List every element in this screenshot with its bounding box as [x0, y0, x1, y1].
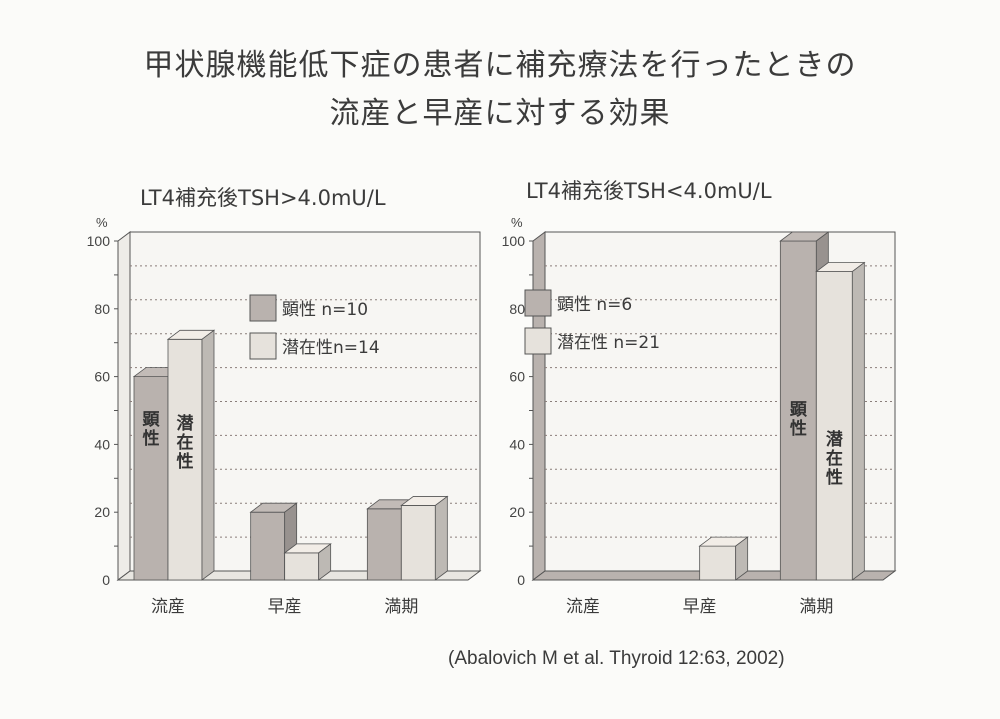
bar-inline-label: 性	[826, 467, 843, 488]
bar-inline-label: 顕	[143, 410, 161, 430]
y-tick-label: 100	[502, 233, 526, 249]
y-tick-label: 40	[94, 436, 110, 452]
legend-label: 顕性 n=6	[557, 295, 632, 315]
bar-inline-label: 在	[826, 448, 843, 469]
x-category-label: 早産	[268, 597, 302, 617]
legend-swatch	[524, 289, 552, 317]
y-tick-label: 60	[509, 369, 525, 385]
bar	[166, 329, 216, 581]
y-tick-label: 0	[517, 572, 525, 588]
bar-inline-label: 潜	[177, 413, 195, 434]
y-tick-label: 80	[94, 301, 110, 317]
slide-title-line1: 甲状腺機能低下症の患者に補充療法を行ったときの	[143, 48, 857, 83]
bar-inline-label: 性	[177, 451, 194, 472]
bar-inline-label: 性	[790, 418, 807, 439]
bar	[698, 536, 749, 581]
bar-inline-label: 性	[143, 428, 160, 449]
x-category-label: 流産	[151, 597, 185, 617]
y-axis-unit: %	[511, 215, 523, 230]
right-chart-title: LT4補充後TSH<4.0mU/L	[526, 179, 772, 203]
left-chart-title: LT4補充後TSH>4.0mU/L	[140, 186, 386, 210]
y-tick-label: 20	[509, 504, 525, 520]
y-tick-label: 80	[509, 301, 525, 317]
legend-label: 顕性 n=10	[282, 300, 368, 320]
legend-swatch	[524, 327, 552, 355]
x-category-label: 満期	[384, 597, 418, 617]
y-axis-unit: %	[96, 215, 108, 230]
bar	[400, 495, 449, 581]
legend-label: 潜在性 n=21	[557, 333, 660, 353]
bar-inline-label: 潜	[826, 429, 844, 450]
citation: (Abalovich M et al. Thyroid 12:63, 2002)	[448, 648, 785, 669]
right-bar-chart: 0 20 40 60 80 100% 流産 早産 満期顕性潜在性顕性 n=6 潜在性 n=21	[455, 205, 925, 625]
y-tick-label: 40	[509, 436, 525, 452]
legend-label: 潜在性n=14	[282, 338, 380, 358]
x-category-label: 流産	[566, 597, 600, 617]
legend-swatch	[249, 332, 277, 360]
x-category-label: 満期	[799, 597, 833, 617]
slide-title-line2: 流産と早産に対する効果	[329, 96, 671, 131]
bar-inline-label: 顕	[790, 400, 808, 420]
legend-swatch	[249, 294, 277, 322]
bar	[815, 261, 866, 581]
y-tick-label: 60	[94, 369, 110, 385]
bar-inline-label: 在	[177, 432, 194, 453]
y-tick-label: 0	[102, 572, 110, 588]
x-category-label: 早産	[683, 597, 717, 617]
y-tick-label: 100	[87, 233, 111, 249]
bar	[283, 543, 332, 581]
y-tick-label: 20	[94, 504, 110, 520]
left-bar-chart: 0 20 40 60 80 100% 流産 早産 満期顕性潜在性顕性 n=10 潜在性n=14	[40, 205, 510, 625]
